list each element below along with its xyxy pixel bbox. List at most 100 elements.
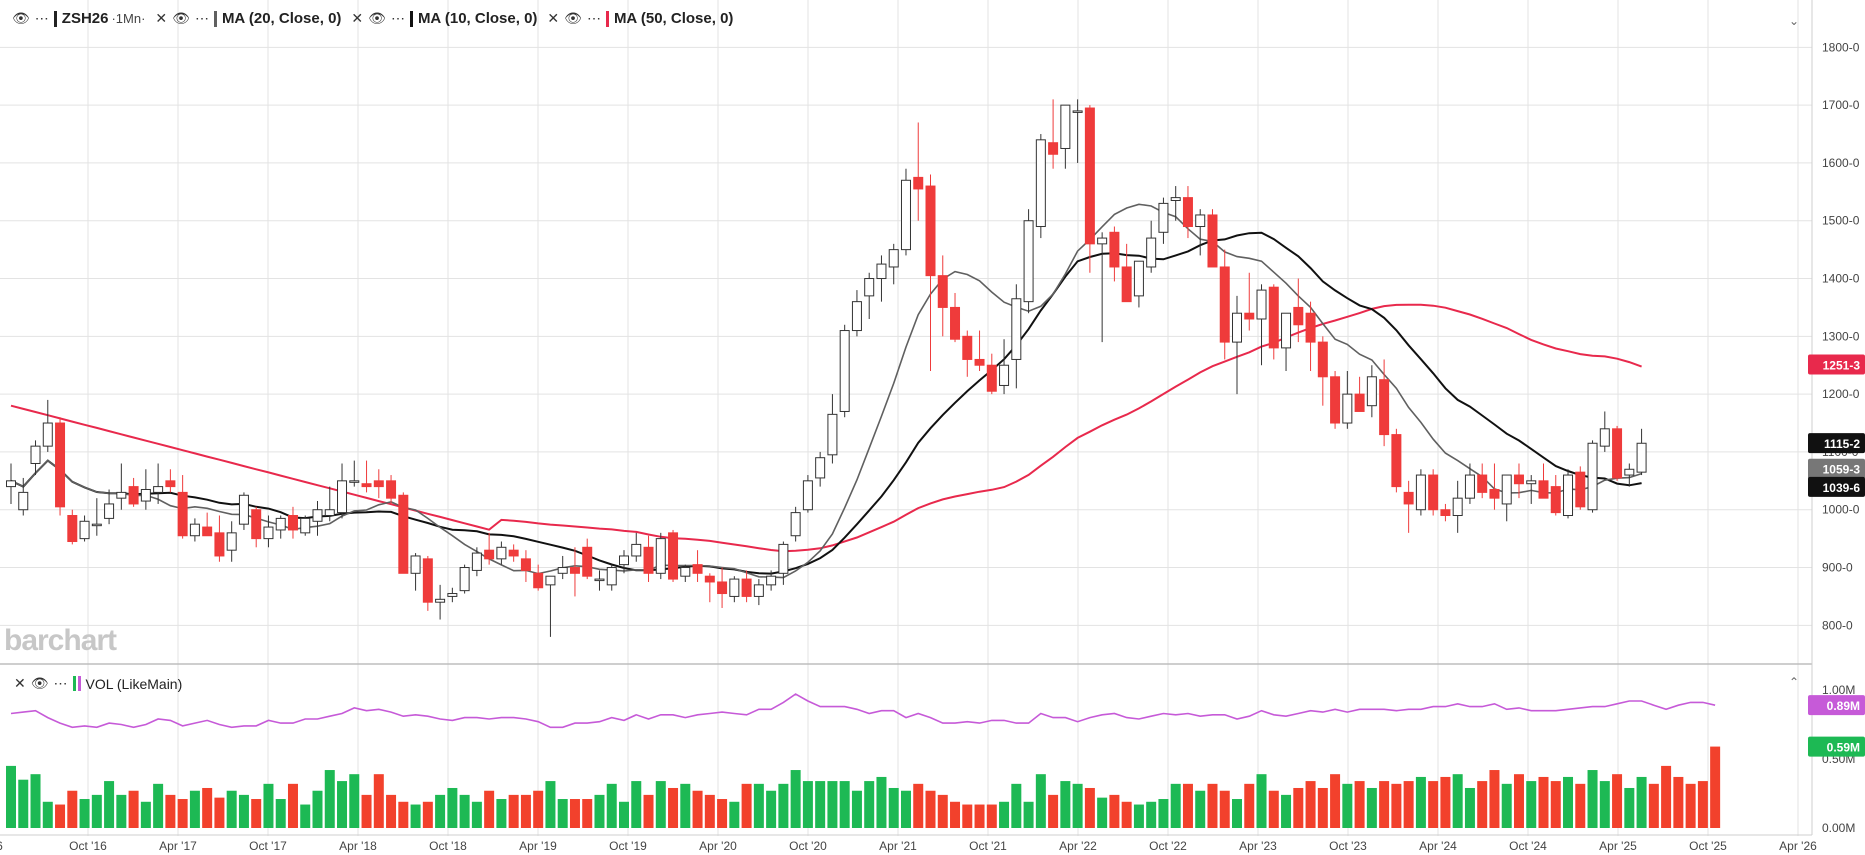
volume-bar xyxy=(1109,794,1120,828)
legend-ma20[interactable]: ✕ 👁 ⋯ MA (20, Close, 0) xyxy=(155,10,341,27)
volume-bar xyxy=(1146,801,1157,828)
volume-bar xyxy=(950,801,961,828)
eye-icon[interactable]: 👁 xyxy=(368,10,386,26)
candle-up xyxy=(91,523,102,527)
volume-bar xyxy=(1305,781,1316,828)
close-icon[interactable]: ✕ xyxy=(351,10,364,26)
candle-down xyxy=(1440,509,1451,517)
volume-bar xyxy=(177,799,188,828)
dots-icon[interactable]: ⋯ xyxy=(586,10,601,26)
candle-up xyxy=(594,578,605,582)
date-tick-label: Apr '18 xyxy=(339,839,377,853)
volume-bar xyxy=(864,781,875,828)
volume-bar xyxy=(128,790,139,828)
close-icon[interactable]: ✕ xyxy=(547,10,560,26)
volume-bar xyxy=(1550,781,1561,828)
volume-bar xyxy=(1379,781,1390,828)
candle-down xyxy=(361,483,372,488)
volume-bar xyxy=(876,776,887,828)
interval-label: ·1Mn· xyxy=(111,11,146,26)
chevron-icon[interactable]: ⌄ xyxy=(1789,14,1800,28)
volume-bar xyxy=(361,794,372,828)
volume-bar xyxy=(520,794,531,828)
candle-up xyxy=(900,179,911,251)
close-icon[interactable]: ✕ xyxy=(14,675,26,691)
volume-bar xyxy=(1587,770,1598,828)
candle-up xyxy=(447,593,458,597)
candle-up xyxy=(1256,289,1267,320)
chart-legend: 👁 ⋯ ZSH26 ·1Mn· ✕ 👁 ⋯ MA (20, Close, 0) … xyxy=(12,10,743,27)
volume-bar xyxy=(1648,783,1659,828)
volume-bar xyxy=(422,801,433,828)
candle-up xyxy=(1563,474,1574,517)
eye-icon[interactable]: 👁 xyxy=(30,675,49,691)
candle-down xyxy=(1268,286,1279,349)
volume-bar xyxy=(753,783,764,828)
ma50-swatch xyxy=(605,10,609,27)
candle-up xyxy=(226,532,237,551)
candle-up xyxy=(324,509,335,517)
candle-up xyxy=(42,422,53,447)
candle-down xyxy=(1207,214,1218,268)
volume-bar xyxy=(447,787,458,828)
date-tick-label: Apr '19 xyxy=(519,839,557,853)
volume-bar xyxy=(1673,776,1684,828)
candle-up xyxy=(1624,468,1635,476)
price-tick-label: 1800-0 xyxy=(1822,40,1860,54)
volume-bar xyxy=(349,774,360,828)
ma20-swatch xyxy=(213,10,217,27)
volume-bar xyxy=(153,783,164,828)
eye-icon[interactable]: 👁 xyxy=(12,10,30,26)
volume-bar xyxy=(471,801,482,828)
candle-up xyxy=(238,494,249,525)
dots-icon[interactable]: ⋯ xyxy=(390,10,405,26)
candle-up xyxy=(312,509,323,522)
volume-bar xyxy=(508,794,519,828)
date-tick-label: Apr '24 xyxy=(1419,839,1457,853)
candle-up xyxy=(1097,237,1108,245)
legend-ma50[interactable]: ✕ 👁 ⋯ MA (50, Close, 0) xyxy=(547,10,733,27)
dots-icon[interactable]: ⋯ xyxy=(194,10,209,26)
candle-down xyxy=(569,567,580,574)
candle-up xyxy=(729,578,740,597)
volume-bar xyxy=(202,787,213,828)
volume-bar xyxy=(214,797,225,828)
ma10-value-badge-bg xyxy=(1808,476,1865,497)
candle-down xyxy=(643,546,654,574)
volume-tick-label: 1.00M xyxy=(1822,683,1855,697)
volume-bar xyxy=(1011,783,1022,828)
volume-bar xyxy=(545,781,556,828)
last-price-badge-bg xyxy=(1808,433,1865,454)
volume-bar xyxy=(1624,787,1635,828)
eye-icon[interactable]: 👁 xyxy=(564,10,582,26)
volume-bar xyxy=(226,790,237,828)
price-tick-label: 1700-0 xyxy=(1822,98,1860,112)
candle-down xyxy=(533,572,544,589)
chevron-icon[interactable]: ⌃ xyxy=(1789,675,1800,689)
volume-bar xyxy=(1342,783,1353,828)
candle-down xyxy=(1330,376,1341,424)
candle-down xyxy=(717,581,728,595)
ma20-value-badge-bg xyxy=(1808,458,1865,479)
close-icon[interactable]: ✕ xyxy=(155,10,168,26)
legend-ma10[interactable]: ✕ 👁 ⋯ MA (10, Close, 0) xyxy=(351,10,537,27)
candle-down xyxy=(692,564,703,574)
volume-bar xyxy=(1158,799,1169,828)
volume-bar xyxy=(1232,799,1242,828)
dots-icon[interactable]: ⋯ xyxy=(34,10,49,26)
dots-icon[interactable]: ⋯ xyxy=(53,675,68,691)
candle-down xyxy=(1317,341,1328,378)
ma10-label: MA (10, Close, 0) xyxy=(417,10,538,27)
candle-down xyxy=(1391,434,1402,488)
candle-up xyxy=(153,486,164,493)
volume-bar xyxy=(974,804,985,828)
eye-icon[interactable]: 👁 xyxy=(172,10,190,26)
volume-bar xyxy=(999,801,1010,828)
candle-up xyxy=(349,480,360,483)
candle-up xyxy=(1011,298,1022,360)
legend-symbol[interactable]: 👁 ⋯ ZSH26 ·1Mn· xyxy=(12,10,145,27)
volume-ma-line xyxy=(10,693,1716,729)
volume-bar xyxy=(6,765,16,828)
volume-bar xyxy=(1526,781,1537,828)
